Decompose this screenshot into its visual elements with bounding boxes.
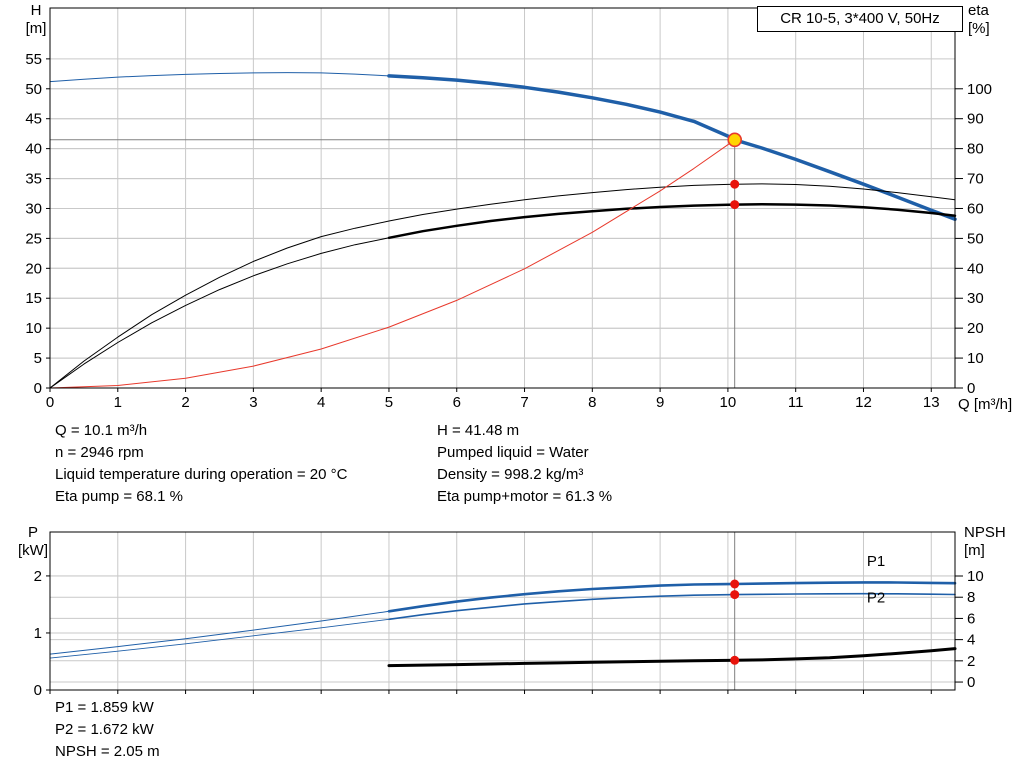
eta-axis-label: eta [%] <box>968 2 990 38</box>
pump-curve <box>387 74 957 221</box>
p-axis-label-symbol: P <box>27 524 38 541</box>
info-density: Density = 998.2 kg/m³ <box>437 466 584 483</box>
npsh-axis-label: NPSH [m] <box>964 524 1006 560</box>
y-right-tick-label: 20 <box>967 320 984 337</box>
y-left-tick-label: 20 <box>25 260 42 277</box>
q-axis-label: Q [m³/h] <box>958 396 1013 413</box>
eta-pump-motor-curve-thin <box>49 237 390 389</box>
x-tick-label: 10 <box>720 394 737 411</box>
npsh-axis-label-symbol: NPSH <box>964 524 1006 541</box>
power-npsh-chart: 0 1 2 0 2 4 6 8 10 P1 P2 <box>34 531 984 699</box>
y-right-tick-label: 2 <box>967 653 975 670</box>
npsh-duty-marker <box>730 655 740 665</box>
y-left-tick-label: 55 <box>25 51 42 68</box>
x-tick-label: 4 <box>317 394 325 411</box>
system-curve <box>49 139 736 389</box>
x-tick-label: 0 <box>46 394 54 411</box>
operating-info-left: Q = 10.1 m³/h n = 2946 rpm Liquid temper… <box>55 420 347 508</box>
y-right-tick-label: 4 <box>967 632 975 649</box>
y-right-tick-label: 40 <box>967 260 984 277</box>
y-left-tick-label: 1 <box>34 625 42 642</box>
result-p2: P2 = 1.672 kW <box>55 721 154 738</box>
y-right-tick-label: 70 <box>967 171 984 188</box>
x-tick-label: 6 <box>453 394 461 411</box>
hq-eta-chart: 0 1 2 3 4 5 6 7 8 9 10 11 12 130510152025303540455055… <box>25 7 992 411</box>
p2-curve-thin <box>49 618 390 659</box>
eta-pump-duty-marker <box>730 179 740 189</box>
x-tick-label: 8 <box>588 394 596 411</box>
series-label-P2: P2 <box>867 590 885 607</box>
h-axis-label-unit: [m] <box>25 20 47 37</box>
x-tick-label: 5 <box>385 394 393 411</box>
results-panel: P1 = 1.859 kW P2 = 1.672 kW NPSH = 2.05 … <box>55 697 160 763</box>
p2-curve <box>388 592 956 621</box>
y-right-tick-label: 50 <box>967 230 984 247</box>
y-right-tick-label: 80 <box>967 141 984 158</box>
y-left-tick-label: 15 <box>25 290 42 307</box>
y-left-tick-label: 2 <box>34 568 42 585</box>
x-tick-label: 9 <box>656 394 664 411</box>
npsh-axis-label-unit: [m] <box>964 542 985 559</box>
info-liquid-temperature: Liquid temperature during operation = 20… <box>55 466 348 483</box>
x-tick-label: 1 <box>114 394 122 411</box>
info-eta-pump-motor: Eta pump+motor = 61.3 % <box>437 488 613 505</box>
p1-curve-thin <box>49 610 390 655</box>
y-left-tick-label: 10 <box>25 320 42 337</box>
info-flow: Q = 10.1 m³/h <box>55 422 148 439</box>
y-left-tick-label: 40 <box>25 141 42 158</box>
y-left-tick-label: 25 <box>25 230 42 247</box>
eta-pump-curve <box>49 183 956 389</box>
plot-frame <box>49 531 956 691</box>
x-tick-label: 3 <box>249 394 257 411</box>
pump-model-box: CR 10-5, 3*400 V, 50Hz <box>757 6 963 32</box>
pump-curve-thin <box>49 72 390 83</box>
h-axis-label: H [m] <box>20 2 52 38</box>
x-tick-label: 11 <box>788 394 804 411</box>
info-head: H = 41.48 m <box>437 422 520 439</box>
y-right-tick-label: 10 <box>967 350 984 367</box>
info-speed: n = 2946 rpm <box>55 444 144 461</box>
y-right-tick-label: 0 <box>967 674 975 691</box>
y-right-tick-label: 30 <box>967 290 984 307</box>
y-right-tick-label: 0 <box>967 380 975 397</box>
h-axis-label-symbol: H <box>30 2 42 19</box>
eta-axis-label-symbol: eta <box>968 2 989 19</box>
y-right-tick-label: 8 <box>967 589 975 606</box>
p1-curve <box>387 581 957 613</box>
y-left-tick-label: 0 <box>34 682 42 699</box>
result-npsh: NPSH = 2.05 m <box>55 743 160 760</box>
info-pumped-liquid: Pumped liquid = Water <box>437 444 589 461</box>
y-left-tick-label: 5 <box>34 350 42 367</box>
npsh-curve <box>387 647 957 668</box>
y-right-tick-label: 10 <box>967 568 984 585</box>
eta-pump-motor-duty-marker <box>730 200 740 210</box>
y-left-tick-label: 45 <box>25 111 42 128</box>
x-tick-label: 7 <box>520 394 528 411</box>
eta-axis-label-unit: [%] <box>968 20 990 37</box>
x-tick-label: 12 <box>855 394 872 411</box>
series-label-P1: P1 <box>867 553 885 570</box>
duty-point-marker <box>727 132 743 148</box>
p1-duty-marker <box>730 579 740 589</box>
x-tick-label: 13 <box>923 394 940 411</box>
y-left-tick-label: 35 <box>25 171 42 188</box>
p2-duty-marker <box>730 590 740 600</box>
y-right-tick-label: 100 <box>967 81 992 98</box>
plot-frame <box>49 7 956 389</box>
result-p1: P1 = 1.859 kW <box>55 699 154 716</box>
info-eta-pump: Eta pump = 68.1 % <box>55 488 183 505</box>
y-left-tick-label: 30 <box>25 201 42 218</box>
y-right-tick-label: 90 <box>967 111 984 128</box>
y-left-tick-label: 50 <box>25 81 42 98</box>
y-right-tick-label: 60 <box>967 201 984 218</box>
eta-pump-motor-curve <box>387 203 957 240</box>
operating-info-right: H = 41.48 m Pumped liquid = Water Densit… <box>437 420 612 508</box>
y-left-tick-label: 0 <box>34 380 42 397</box>
x-tick-label: 2 <box>181 394 189 411</box>
p-axis-label: P [kW] <box>14 524 52 560</box>
y-right-tick-label: 6 <box>967 610 975 627</box>
p-axis-label-unit: [kW] <box>18 542 48 559</box>
